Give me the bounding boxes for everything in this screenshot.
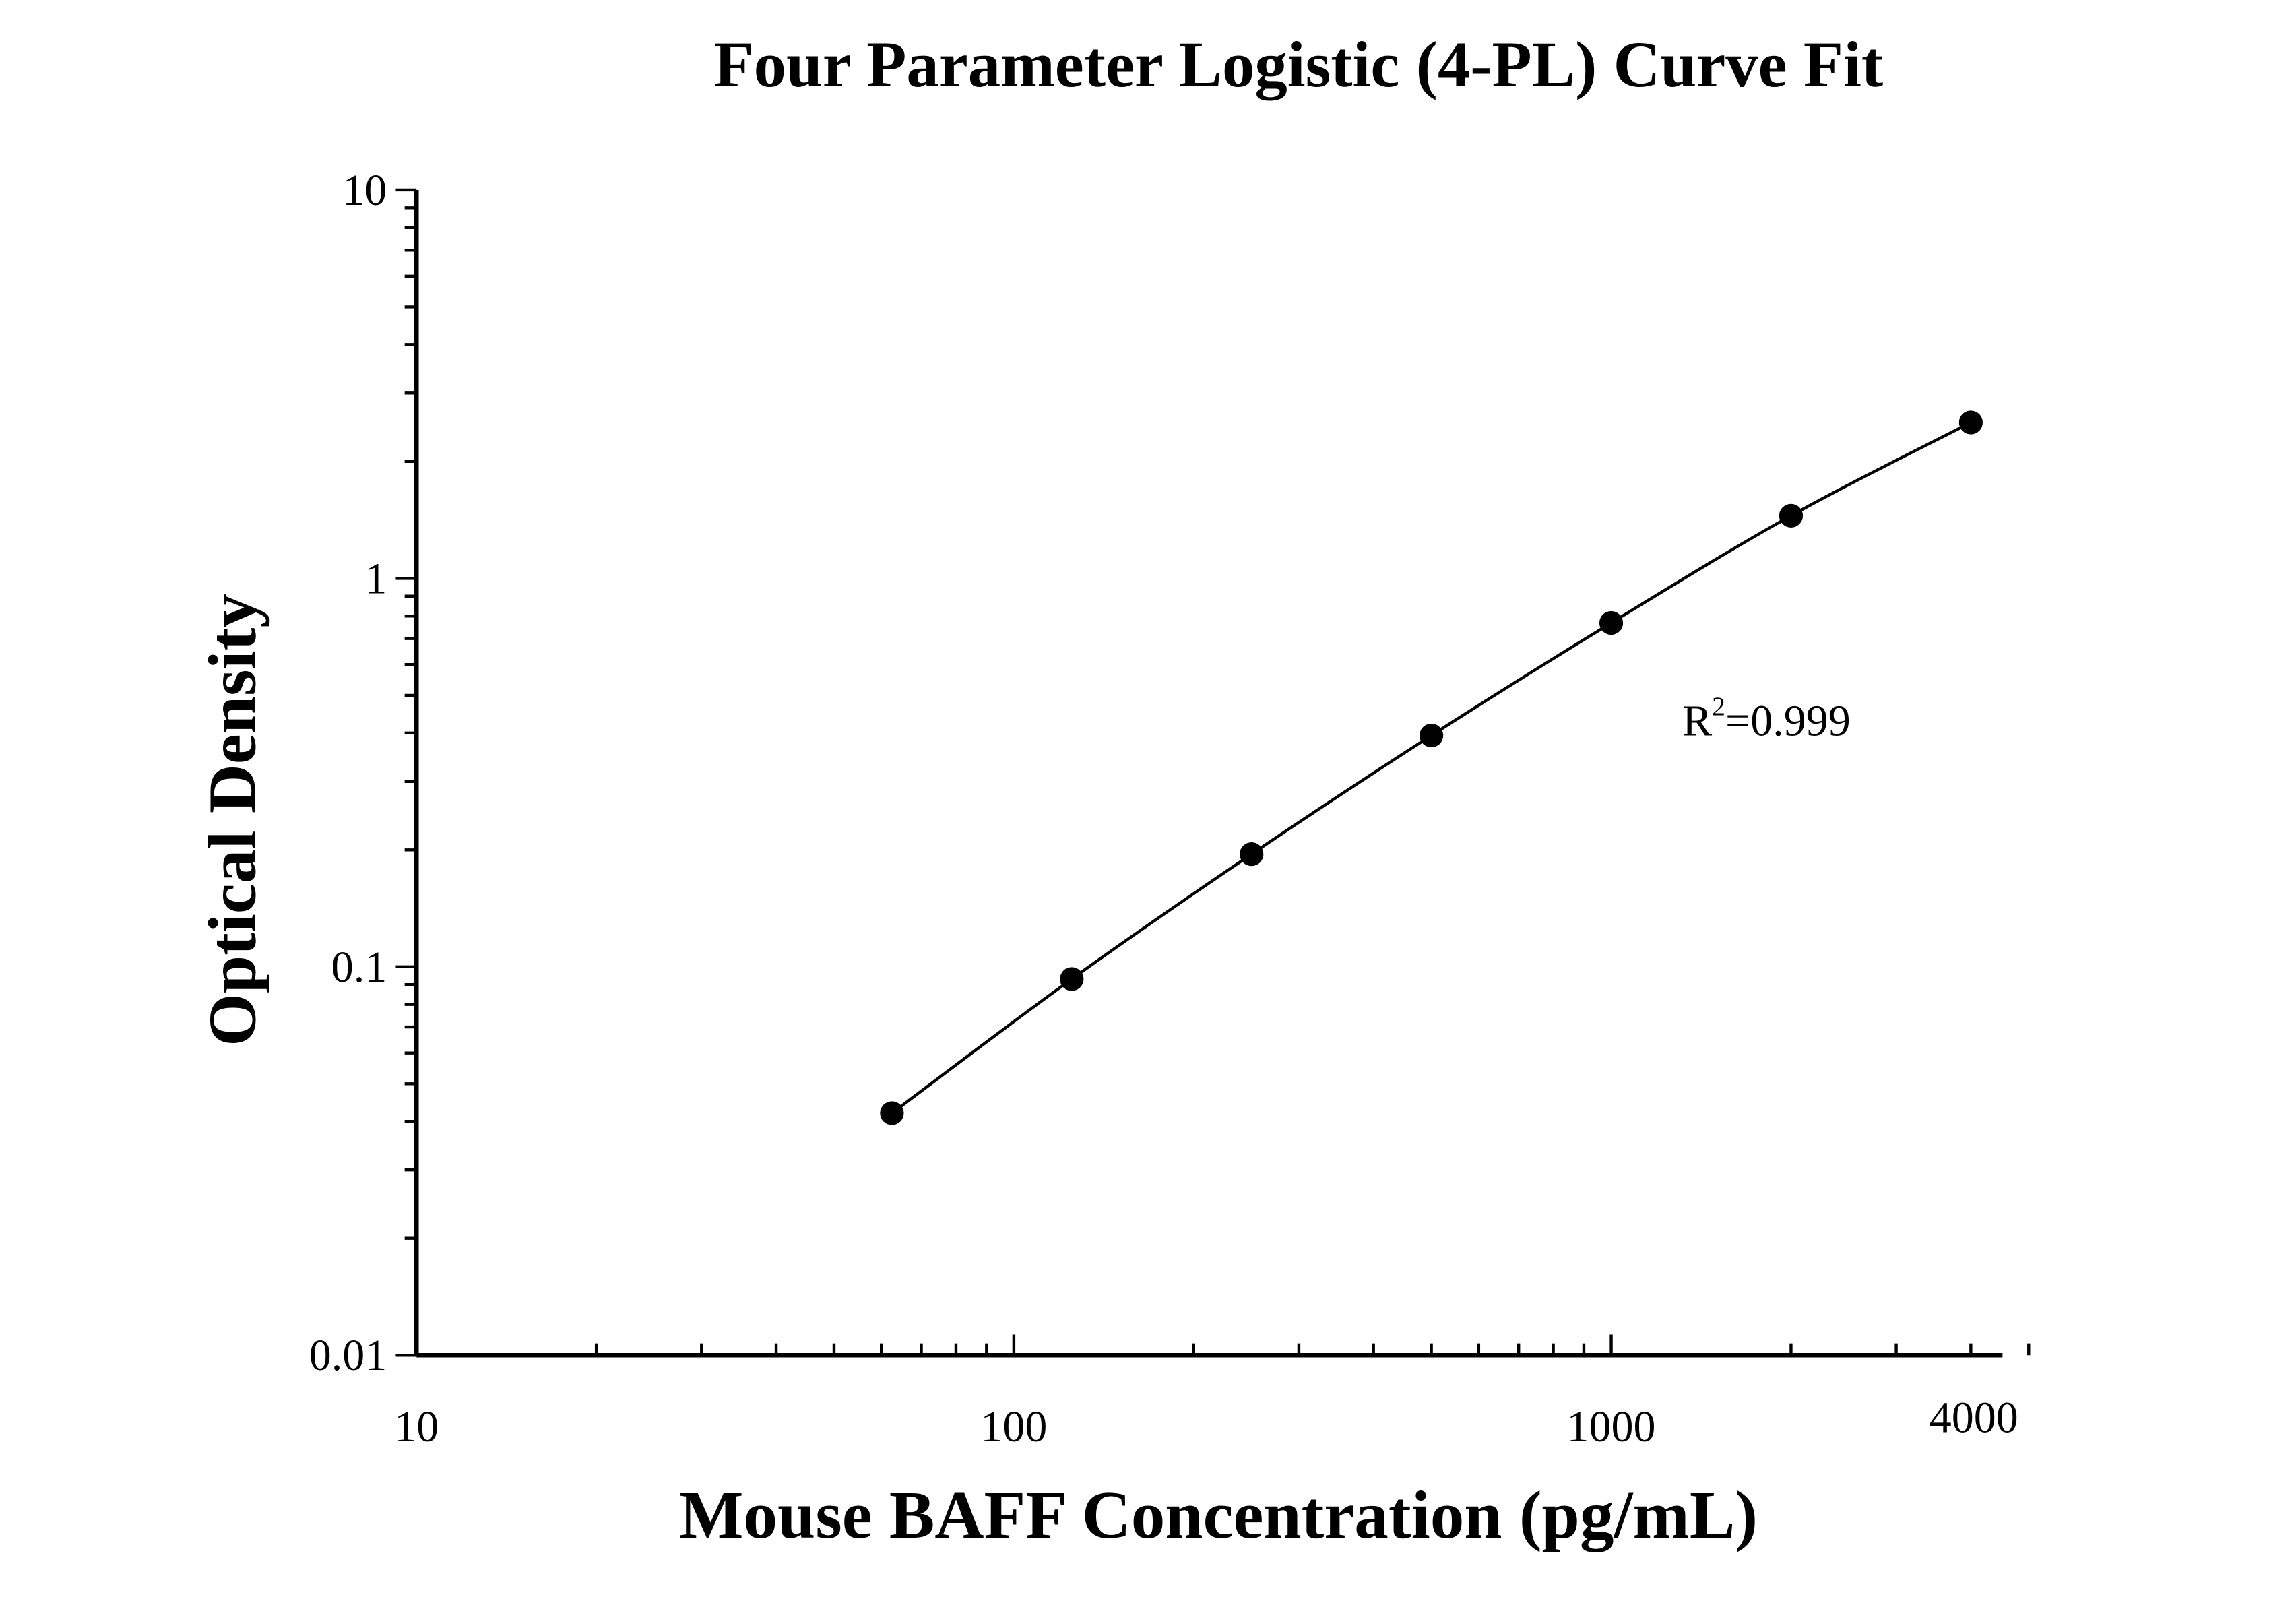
- y-tick-label: 10: [342, 166, 387, 215]
- data-point: [1599, 610, 1624, 635]
- r-squared-annotation: R2=0.999: [1682, 691, 1851, 746]
- y-axis-label: Optical Density: [194, 594, 269, 1046]
- chart-title: Four Parameter Logistic (4-PL) Curve Fit: [714, 28, 1884, 100]
- data-point: [1958, 410, 1983, 435]
- axes: [395, 188, 2031, 1358]
- r-squared-base: R: [1682, 697, 1712, 746]
- data-point: [1779, 503, 1804, 528]
- x-tick-label: 100: [980, 1402, 1047, 1451]
- r-squared-sup: 2: [1712, 691, 1725, 721]
- x-axis-label: Mouse BAFF Concentration (pg/mL): [679, 1477, 1758, 1552]
- tick-labels: 10 100 1000 4000 0.01 0.1 1 10: [309, 166, 2018, 1451]
- y-tick-label: 1: [364, 554, 387, 603]
- r-squared-value: =0.999: [1725, 697, 1851, 746]
- x-tick-label: 4000: [1930, 1393, 2018, 1443]
- fit-curve: [891, 421, 1972, 1114]
- data-point: [1420, 723, 1444, 748]
- x-tick-label: 10: [394, 1402, 439, 1451]
- data-point: [880, 1101, 904, 1125]
- data-points: [880, 410, 1983, 1125]
- y-tick-label: 0.1: [331, 943, 387, 992]
- x-tick-label: 1000: [1567, 1402, 1656, 1451]
- y-tick-label: 0.01: [309, 1331, 387, 1380]
- data-point: [1060, 967, 1084, 991]
- data-point: [1240, 842, 1264, 867]
